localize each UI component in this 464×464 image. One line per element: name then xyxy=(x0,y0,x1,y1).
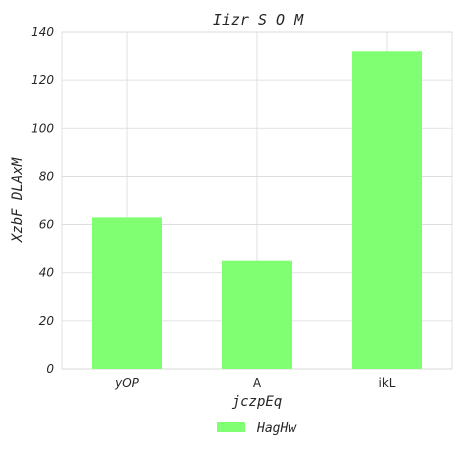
legend-label: HagHw xyxy=(256,421,297,436)
y-tick-label: 100 xyxy=(31,121,54,135)
y-tick-label: 60 xyxy=(39,218,55,232)
y-tick-label: 0 xyxy=(46,362,54,376)
y-tick-labels: 0 20 40 60 80 100 120 140 xyxy=(31,25,54,376)
bars xyxy=(92,51,422,369)
y-tick-label: 140 xyxy=(31,25,54,39)
x-tick-label: ikL xyxy=(379,376,396,390)
legend: HagHw xyxy=(217,421,297,436)
bar-yOP xyxy=(92,217,162,369)
y-tick-label: 40 xyxy=(39,266,55,280)
y-axis-label: XzbF DLAxM xyxy=(10,157,26,243)
chart-title: Iizr S O M xyxy=(213,11,304,29)
x-axis-label: jczpEq xyxy=(232,394,283,410)
y-tick-label: 120 xyxy=(31,73,54,87)
x-tick-label: yOP xyxy=(114,376,140,390)
bar-A xyxy=(222,260,292,369)
y-tick-label: 80 xyxy=(39,169,55,183)
legend-swatch xyxy=(217,422,245,432)
x-tick-label: A xyxy=(253,376,262,390)
bar-ikL xyxy=(352,51,422,369)
y-tick-label: 20 xyxy=(39,314,55,328)
